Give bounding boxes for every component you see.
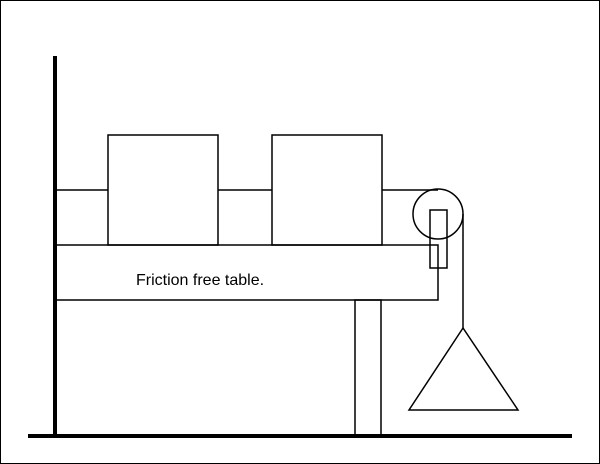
hanging-weight-pan: [407, 326, 520, 411]
pulley-wheel: [412, 188, 464, 240]
table-leg: [354, 299, 382, 437]
pulley-clamp: [429, 209, 448, 269]
table-label: Friction free table.: [136, 272, 264, 289]
block-1: [107, 134, 219, 246]
table-top: [54, 244, 439, 301]
block-2: [271, 134, 383, 246]
